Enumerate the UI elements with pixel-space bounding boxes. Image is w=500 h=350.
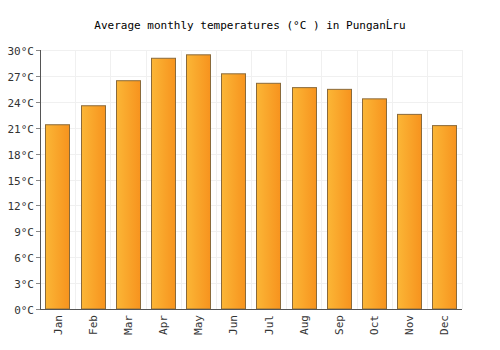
x-tick-label: May [192,315,205,335]
y-tick [36,76,40,77]
bar [46,125,70,309]
x-axis [40,309,462,310]
y-tick-label: 24°C [8,97,35,110]
x-tick-label: Nov [403,315,416,335]
y-tick-label: 18°C [8,149,35,162]
x-tick-label: Dec [438,315,451,335]
y-tick [36,128,40,129]
y-tick-label: 6°C [14,252,34,265]
y-tick [36,50,40,51]
y-tick [36,257,40,258]
bars [46,55,457,309]
x-tick-label: Apr [157,315,170,335]
bar [187,55,211,309]
y-tick [36,180,40,181]
x-tick-label: Jul [263,315,276,335]
v-grid-line [357,50,358,309]
y-tick-label: 21°C [8,123,35,136]
chart: Average monthly temperatures (°C ) in Pu… [0,0,500,350]
x-tick-label: Jan [52,315,65,335]
grid-line [40,76,462,77]
x-tick-label: Sep [333,315,346,335]
y-tick-label: 9°C [14,226,34,239]
bar [222,74,246,309]
y-tick [36,205,40,206]
y-tick-label: 27°C [8,71,35,84]
x-tick-label: Mar [122,315,135,335]
v-grid-line [110,50,111,309]
y-tick-label: 12°C [8,200,35,213]
y-tick-label: 15°C [8,175,35,188]
v-grid-line [251,50,252,309]
y-tick-label: 3°C [14,278,34,291]
y-tick [36,283,40,284]
v-grid-line [392,50,393,309]
bar [257,83,281,309]
v-grid-line [462,50,463,309]
y-tick [36,231,40,232]
bar [82,106,106,309]
y-tick-label: 0°C [14,304,34,317]
v-grid-line [40,50,41,309]
x-tick-label: Jun [227,315,240,335]
v-grid-line [146,50,147,309]
x-tick-label: Aug [298,315,311,335]
y-tick [36,309,40,310]
grid-line [40,102,462,103]
x-tick-label: Feb [87,315,100,335]
y-tick [36,102,40,103]
grid-line [40,50,462,51]
v-grid-line [427,50,428,309]
v-grid-line [286,50,287,309]
grid-line [40,309,462,310]
bar [293,88,317,309]
bar [328,89,352,309]
v-grid-line [216,50,217,309]
grid [40,50,463,310]
title: Average monthly temperatures (°C ) in Pu… [94,19,405,32]
v-grid-line [75,50,76,309]
y-tick-label: 30°C [8,45,35,58]
bar [433,126,457,309]
bar [117,81,141,309]
y-axis [40,50,41,309]
v-grid-line [181,50,182,309]
v-grid-line [321,50,322,309]
x-tick-label: Oct [368,315,381,335]
bar [363,99,387,309]
y-tick [36,154,40,155]
bar [152,58,176,309]
bar [398,114,422,309]
